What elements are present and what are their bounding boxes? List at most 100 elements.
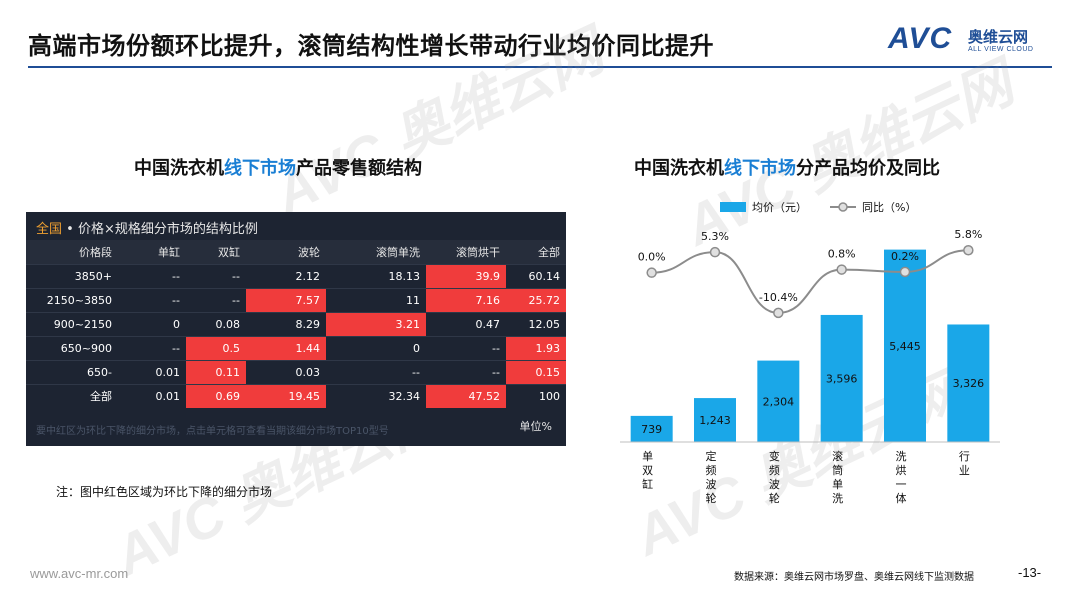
table-row: 2150~3850 -- -- 7.57 11 7.16 25.72 — [26, 287, 566, 312]
column-header: 波轮 — [246, 240, 326, 264]
table-cell[interactable]: 0.01 — [126, 359, 186, 384]
category-label: 轮 — [769, 491, 780, 505]
table-cell[interactable]: 0.01 — [126, 383, 186, 408]
row-label: 全部 — [26, 383, 126, 408]
table-cell[interactable]: -- — [426, 335, 506, 360]
table-cell[interactable]: -- — [126, 263, 186, 288]
category-label: 波 — [769, 478, 780, 491]
table-cell[interactable]: 7.57 — [246, 287, 326, 312]
row-label: 650- — [26, 359, 126, 384]
table-cell[interactable]: 0.08 — [186, 311, 246, 336]
table-row: 全部 0.01 0.69 19.45 32.34 47.52 100 — [26, 383, 566, 408]
table-cell[interactable]: 0.5 — [186, 335, 246, 360]
table-cell[interactable]: 18.13 — [326, 263, 426, 288]
left-chart-title-post: 产品零售额结构 — [296, 158, 422, 179]
table-header-row: 价格段 单缸 双缸 波轮 滚筒单洗 滚筒烘干 全部 — [26, 240, 566, 264]
category-label: 一 — [896, 478, 907, 491]
category-label: 筒 — [832, 463, 843, 477]
footer-site: www.avc-mr.com — [30, 566, 129, 581]
chart-note: 注：图中红色区域为环比下降的细分市场 — [56, 485, 273, 499]
legend-label: 均价（元） — [752, 201, 807, 214]
column-header: 单缸 — [126, 240, 186, 264]
table-cell[interactable]: 25.72 — [506, 287, 566, 312]
category-label: 滚 — [832, 449, 843, 463]
bar — [757, 360, 800, 442]
table-cell[interactable]: 0.47 — [426, 311, 506, 336]
right-chart-title: 中国洗衣机线下市场分产品均价及同比 — [634, 154, 940, 180]
table-cell[interactable]: -- — [426, 359, 506, 384]
category-label: 缸 — [642, 477, 653, 491]
table-cell[interactable]: 0.11 — [186, 359, 246, 384]
row-label: 650~900 — [26, 335, 126, 360]
table-cell[interactable]: 0 — [126, 311, 186, 336]
bar-value-label: 5,445 — [889, 340, 921, 353]
left-chart-title-highlight: 线下市场 — [224, 158, 296, 179]
table-cell[interactable]: -- — [326, 359, 426, 384]
bar — [694, 398, 736, 442]
table-cell[interactable]: 3.21 — [326, 311, 426, 336]
category-label: 业 — [959, 464, 970, 477]
table-cell[interactable]: 47.52 — [426, 383, 506, 408]
category-label: 定 — [706, 449, 717, 463]
category-label: 单 — [832, 478, 843, 491]
table-cell[interactable]: 19.45 — [246, 383, 326, 408]
page-title: 高端市场份额环比提升，滚筒结构性增长带动行业均价同比提升 — [28, 32, 714, 60]
yoy-value-label: 0.2% — [891, 250, 919, 263]
table-row: 900~2150 0 0.08 8.29 3.21 0.47 12.05 — [26, 311, 566, 336]
row-label: 900~2150 — [26, 311, 126, 336]
column-header: 全部 — [506, 240, 566, 264]
table-cell[interactable]: 11 — [326, 287, 426, 312]
logo-en-name: ALL VIEW CLOUD — [968, 46, 1034, 53]
yoy-value-label: 0.8% — [828, 248, 856, 261]
table-cell[interactable]: -- — [126, 335, 186, 360]
right-chart-title-highlight: 线下市场 — [724, 158, 796, 179]
legend-label: 同比（%） — [862, 201, 916, 214]
yoy-point — [899, 266, 911, 278]
table-cell[interactable]: 60.14 — [506, 263, 566, 288]
table-cell[interactable]: -- — [126, 287, 186, 312]
table-cell[interactable]: 32.34 — [326, 383, 426, 408]
bar-value-label: 2,304 — [763, 395, 795, 408]
column-header: 价格段 — [26, 240, 126, 264]
table-cell[interactable]: 1.44 — [246, 335, 326, 360]
category-label: 频 — [706, 463, 717, 477]
table-cell[interactable]: 0.69 — [186, 383, 246, 408]
category-label: 单 — [642, 450, 653, 463]
bar-value-label: 739 — [641, 423, 662, 436]
category-label: 洗 — [896, 450, 907, 463]
scope-selector[interactable]: 全国 — [36, 222, 63, 237]
table-cell[interactable]: -- — [186, 263, 246, 288]
panel-footnote: 要中红区为环比下降的细分市场，点击单元格可查看当期该细分市场TOP10型号 — [36, 426, 389, 437]
yoy-value-label: 5.3% — [701, 230, 729, 243]
category-label: 烘 — [896, 463, 907, 477]
panel-title-text: • 价格×规格细分市场的结构比例 — [62, 222, 258, 237]
page-number: -13- — [1018, 565, 1042, 580]
logo-cn-name: 奥维云网 — [968, 28, 1029, 46]
bar — [820, 314, 863, 442]
table-cell[interactable]: 0.03 — [246, 359, 326, 384]
legend-swatch-bar — [720, 202, 746, 212]
column-header: 滚筒烘干 — [426, 240, 506, 264]
category-label: 频 — [769, 463, 780, 477]
table-cell[interactable]: 12.05 — [506, 311, 566, 336]
table-cell[interactable]: 100 — [506, 383, 566, 408]
structure-matrix-panel: 全国 • 价格×规格细分市场的结构比例 价格段 单缸 双缸 波轮 滚筒单洗 滚筒烘干 全部 … — [26, 212, 566, 446]
table-cell[interactable]: 0 — [326, 335, 426, 360]
category-label: 体 — [896, 491, 907, 505]
table-row: 650- 0.01 0.11 0.03 -- -- 0.15 — [26, 359, 566, 384]
category-label: 波 — [706, 478, 717, 491]
yoy-line — [651, 249, 969, 314]
table-cell[interactable]: 39.9 — [426, 263, 506, 288]
category-label: 双 — [642, 464, 653, 477]
table-cell[interactable]: 2.12 — [246, 263, 326, 288]
table-cell[interactable]: 7.16 — [426, 287, 506, 312]
table-cell[interactable]: 8.29 — [246, 311, 326, 336]
table-cell[interactable]: -- — [186, 287, 246, 312]
bar-value-label: 3,596 — [826, 372, 858, 385]
table-row: 3850+ -- -- 2.12 18.13 39.9 60.14 — [26, 263, 566, 288]
table-cell[interactable]: 0.15 — [506, 359, 566, 384]
footer-source: 数据来源：奥维云网市场罗盘、奥维云网线下监测数据 — [734, 572, 974, 583]
panel-unit: 单位% — [519, 420, 552, 433]
bar — [630, 415, 673, 442]
table-cell[interactable]: 1.93 — [506, 335, 566, 360]
